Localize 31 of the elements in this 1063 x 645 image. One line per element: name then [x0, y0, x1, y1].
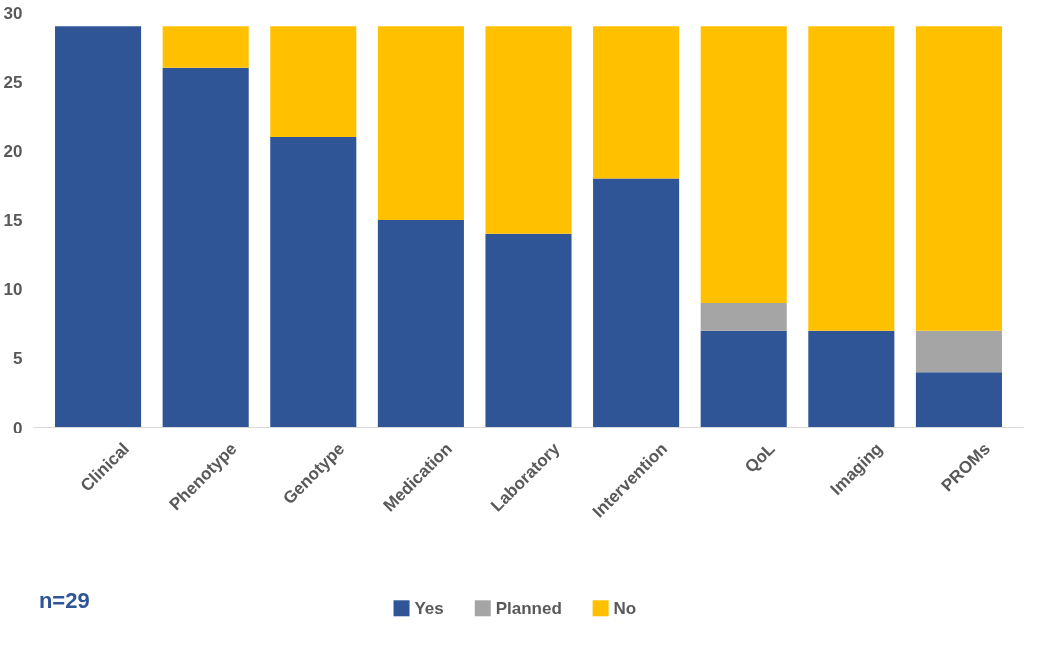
legend-label: No: [613, 598, 637, 618]
y-tick-label: 0: [13, 418, 23, 438]
bar: [915, 330, 1002, 373]
bar: [270, 137, 357, 428]
bar: [377, 220, 464, 428]
y-tick-label: 30: [3, 3, 23, 23]
bar: [162, 26, 249, 68]
y-tick-label: 5: [13, 349, 23, 369]
bar: [377, 26, 464, 220]
bar: [593, 26, 680, 179]
bar: [808, 330, 895, 428]
y-tick-label: 25: [3, 72, 23, 92]
bar: [700, 303, 787, 331]
bar: [700, 26, 787, 303]
legend-label: Yes: [414, 598, 444, 618]
text: n=29: [38, 588, 90, 614]
bar: [915, 372, 1002, 428]
x-tick-label: QoL: [741, 439, 779, 477]
bar: [808, 26, 895, 331]
bar: [485, 233, 572, 428]
y-tick-label: 20: [3, 141, 23, 161]
bar: [700, 330, 787, 428]
bar: [485, 26, 572, 234]
y-tick-label: 15: [3, 211, 23, 230]
legend-label: Planned: [495, 598, 562, 618]
bar: [915, 26, 1002, 331]
bar: [593, 178, 680, 428]
bar: [162, 67, 249, 428]
bar: [270, 26, 357, 137]
y-tick-label: 10: [3, 280, 23, 300]
bar: [55, 26, 142, 428]
